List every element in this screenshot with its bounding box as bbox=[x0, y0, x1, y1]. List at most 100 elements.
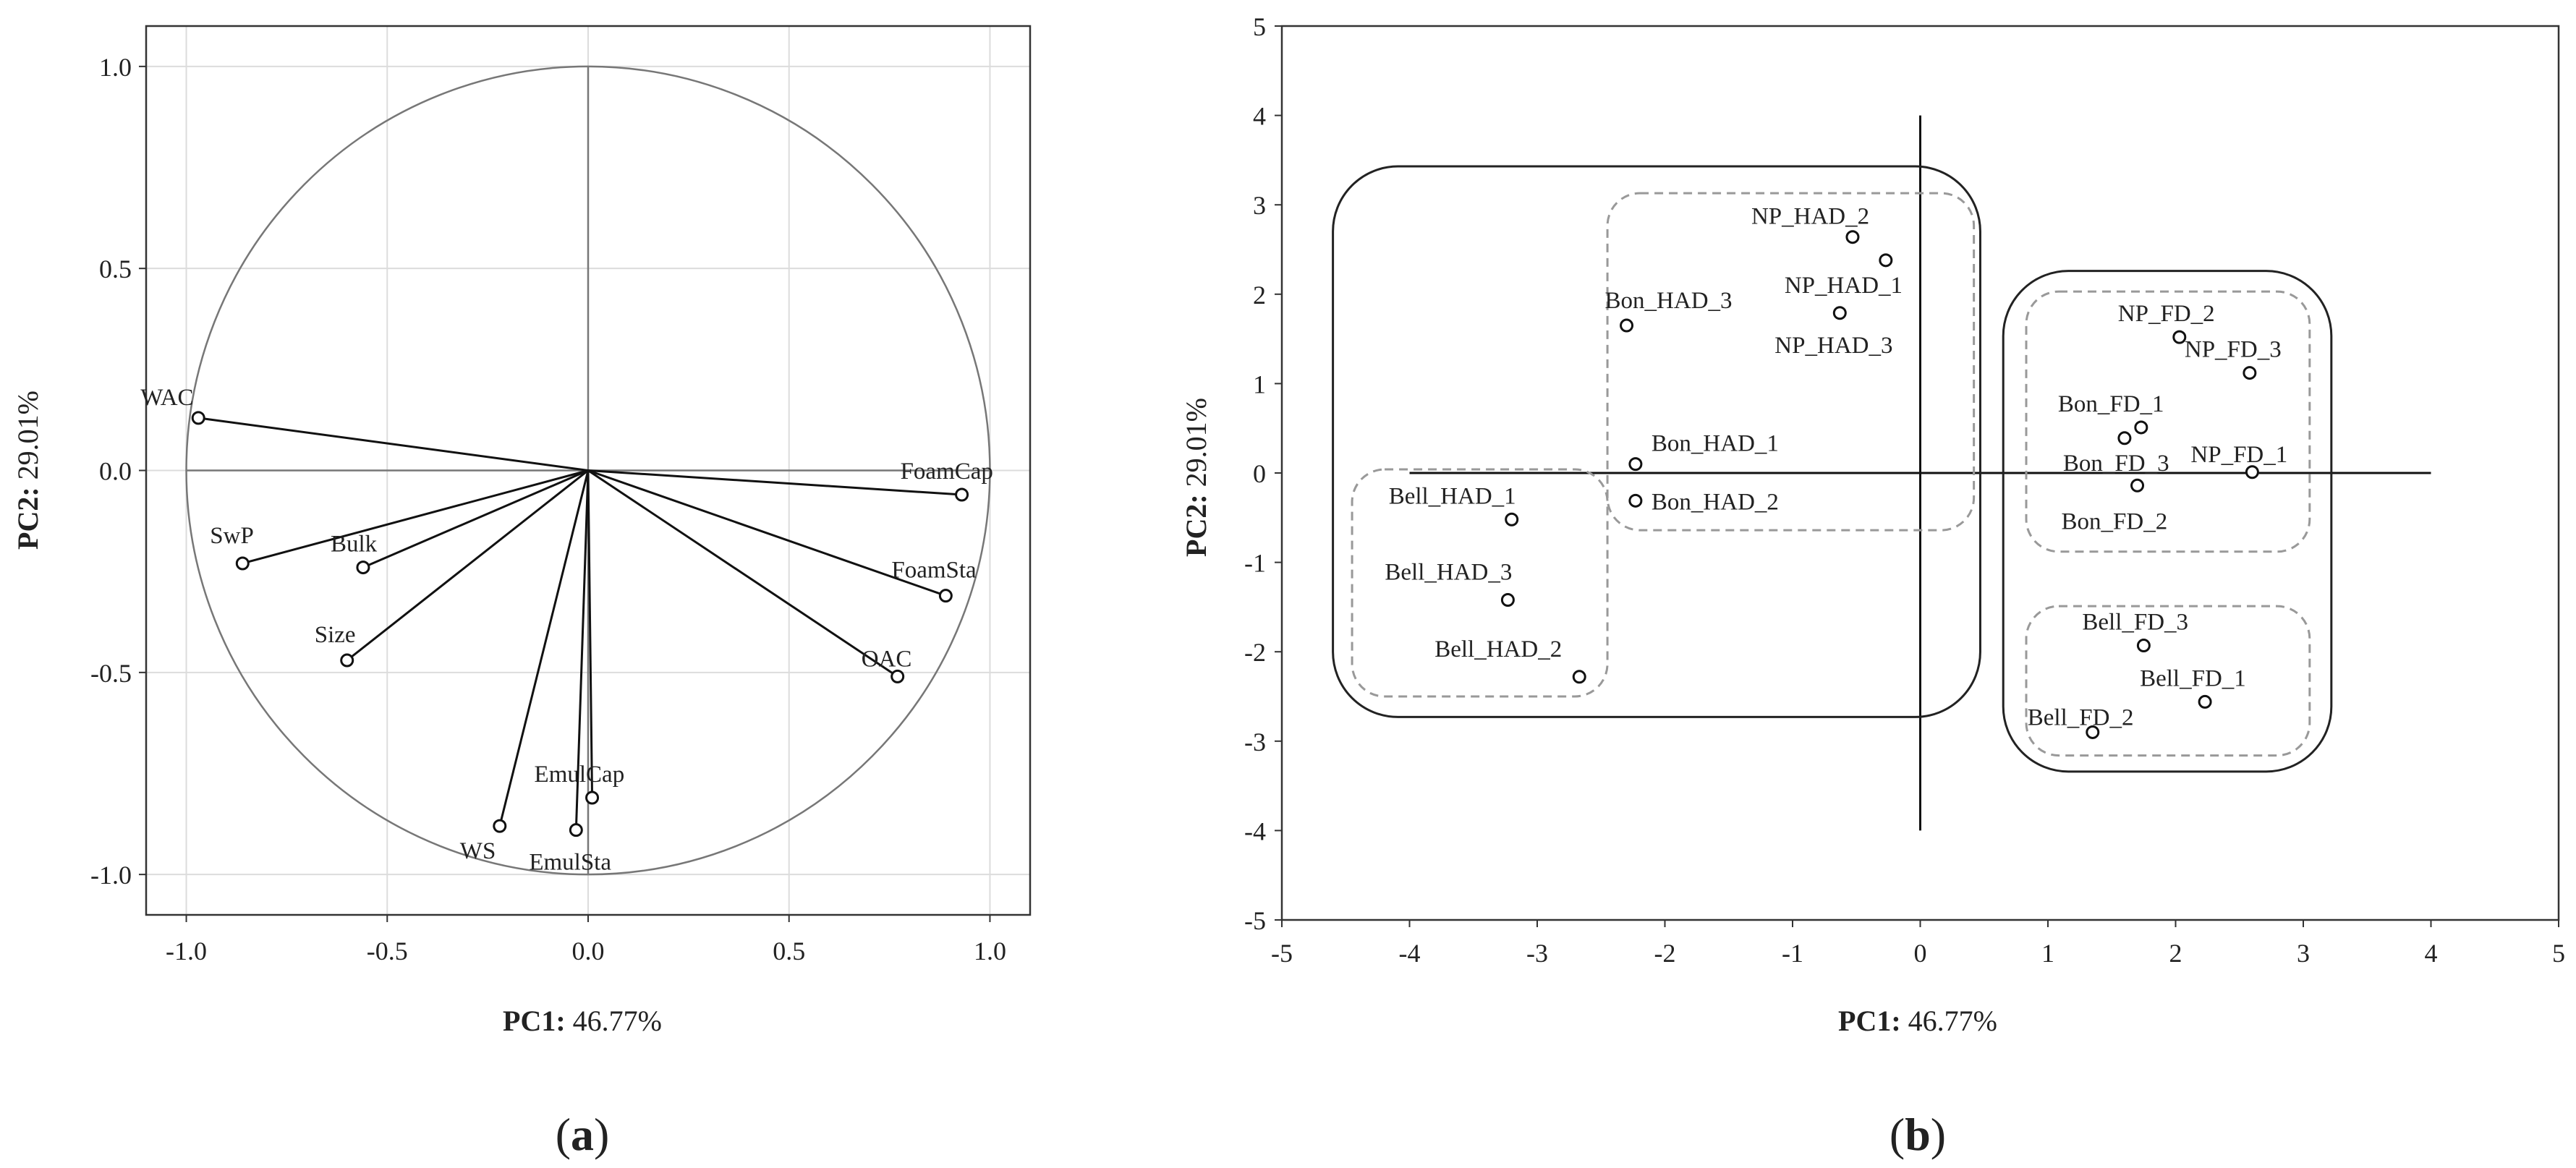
a-x-tick-label: 1.0 bbox=[974, 937, 1006, 965]
a-vector-line bbox=[346, 469, 589, 662]
a-vector-label: Size bbox=[315, 622, 356, 648]
b-point bbox=[2245, 465, 2259, 479]
b-point bbox=[1628, 493, 1643, 508]
b-x-tick-label: -4 bbox=[1399, 939, 1421, 968]
b-y-tick-label: 2 bbox=[1253, 281, 1266, 310]
b-point-label: Bell_HAD_2 bbox=[1434, 636, 1562, 662]
b-point-label: Bon_FD_1 bbox=[2058, 391, 2164, 417]
a-vector-point bbox=[493, 819, 507, 833]
panel-b-ticks: -5 -4 -3 -2 -1 0 1 2 3 4 5 5 4 3 2 1 0 -1 -2 -3 -4 -5 bbox=[1244, 12, 2565, 968]
a-vector-point bbox=[235, 556, 250, 571]
b-point-label: NP_HAD_3 bbox=[1774, 333, 1892, 359]
panel-a-correlation-circle: -1.0 -0.5 0.0 0.5 1.0 1.0 0.5 0.0 -0.5 -1.0 WAC Fo… bbox=[12, 25, 1032, 1160]
a-y-tick-label: -0.5 bbox=[90, 659, 132, 688]
a-vector-point bbox=[938, 589, 953, 603]
b-y-tick-label: 5 bbox=[1253, 12, 1266, 41]
a-y-tick-label: 1.0 bbox=[99, 53, 132, 82]
b-point bbox=[2134, 420, 2148, 435]
a-y-tick-label: 0.0 bbox=[99, 457, 132, 486]
b-y-tick-label: -5 bbox=[1244, 906, 1266, 935]
b-point bbox=[2086, 725, 2100, 739]
b-point-label: NP_FD_2 bbox=[2118, 301, 2215, 327]
b-group-dashed-outline bbox=[1606, 192, 1976, 532]
panel-a-y-axis-label: PC2: 29.01% bbox=[12, 391, 44, 550]
a-vector-label: Bulk bbox=[331, 532, 378, 558]
b-x-tick-label: -5 bbox=[1271, 939, 1293, 968]
a-vector-point bbox=[585, 790, 600, 805]
a-y-tick-label: 0.5 bbox=[99, 255, 132, 284]
b-point-label: Bon_HAD_2 bbox=[1652, 489, 1779, 515]
b-point-label: NP_HAD_2 bbox=[1751, 204, 1869, 230]
b-y-tick-label: 0 bbox=[1253, 459, 1266, 488]
a-vector-line bbox=[242, 469, 589, 565]
b-x-tick-label: 5 bbox=[2552, 939, 2565, 968]
a-vector-point bbox=[340, 653, 354, 668]
b-point-label: Bell_FD_1 bbox=[2140, 665, 2246, 691]
a-x-tick-label: -0.5 bbox=[367, 937, 408, 965]
b-point bbox=[2130, 478, 2145, 493]
b-group-dashed-outline bbox=[2025, 605, 2311, 757]
panel-b-frame bbox=[1280, 25, 2560, 921]
a-vector-label: FoamCap bbox=[901, 459, 993, 485]
b-x-tick-label: 1 bbox=[2041, 939, 2054, 968]
a-vector-point bbox=[955, 487, 969, 502]
b-x-tick-label: 0 bbox=[1914, 939, 1927, 968]
a-vector-point bbox=[569, 823, 583, 837]
b-point-label: Bell_HAD_1 bbox=[1389, 483, 1516, 509]
a-vector-label: SwP bbox=[210, 523, 254, 549]
a-x-tick-label: -1.0 bbox=[166, 937, 207, 965]
a-vector-point bbox=[356, 560, 370, 575]
b-y-tick-label: -2 bbox=[1244, 638, 1266, 667]
b-point-label: Bon_FD_2 bbox=[2062, 508, 2168, 534]
b-point bbox=[2117, 431, 2132, 446]
a-vector-label: WAC bbox=[140, 385, 193, 411]
b-x-tick-label: 4 bbox=[2425, 939, 2438, 968]
a-vector-label: EmulCap bbox=[535, 762, 625, 788]
b-point-label: Bon_FD_3 bbox=[2063, 451, 2169, 477]
b-point bbox=[1505, 512, 1519, 527]
b-y-tick-label: 3 bbox=[1253, 191, 1266, 220]
b-y-tick-label: -4 bbox=[1244, 817, 1266, 845]
a-vector-label: WS bbox=[460, 838, 496, 864]
b-point bbox=[1879, 253, 1893, 268]
b-y-tick-label: -3 bbox=[1244, 728, 1266, 756]
panel-a-x-axis-label: PC1: 46.77% bbox=[503, 1005, 662, 1037]
a-x-tick-label: 0.5 bbox=[773, 937, 805, 965]
b-point bbox=[1620, 318, 1634, 333]
b-group-dashed-outline bbox=[1351, 468, 1609, 698]
a-vector-line bbox=[198, 417, 589, 472]
a-vector-line bbox=[362, 469, 589, 568]
b-point bbox=[2243, 366, 2257, 380]
b-y-tick-label: 4 bbox=[1253, 102, 1266, 131]
a-x-tick-label: 0.0 bbox=[572, 937, 605, 965]
a-vector-line bbox=[587, 469, 898, 678]
panel-a-ticks: -1.0 -0.5 0.0 0.5 1.0 1.0 0.5 0.0 -0.5 -1.0 bbox=[90, 53, 1006, 965]
a-y-tick-label: -1.0 bbox=[90, 861, 132, 890]
b-point-label: NP_FD_3 bbox=[2185, 337, 2282, 363]
a-vector-label: EmulSta bbox=[529, 850, 611, 876]
b-point bbox=[2136, 639, 2151, 653]
panel-b-points: NP_HAD_2 NP_HAD_1 NP_HAD_3 Bon_HAD_3 Bon_HAD… bbox=[1385, 204, 2287, 739]
b-y-tick-label: 1 bbox=[1253, 370, 1266, 398]
a-vector-line bbox=[574, 470, 590, 830]
panel-b-group-outlines bbox=[1332, 165, 2333, 773]
b-point-label: Bon_HAD_1 bbox=[1652, 431, 1779, 457]
b-group-dashed-outline bbox=[2025, 290, 2311, 553]
b-point-label: Bell_FD_3 bbox=[2082, 610, 2188, 636]
a-vector-point bbox=[890, 669, 905, 683]
b-x-tick-label: -1 bbox=[1782, 939, 1803, 968]
b-x-tick-label: 3 bbox=[2297, 939, 2310, 968]
a-vector-line bbox=[587, 469, 962, 496]
a-vector-label: FoamSta bbox=[891, 558, 977, 584]
b-y-tick-label: -1 bbox=[1244, 549, 1266, 578]
b-point-label: Bon_HAD_3 bbox=[1605, 288, 1733, 314]
a-vector-line bbox=[587, 469, 946, 597]
panel-b-y-axis-label: PC2: 29.01% bbox=[1180, 398, 1212, 557]
b-x-tick-label: -3 bbox=[1526, 939, 1548, 968]
b-point bbox=[1845, 230, 1860, 244]
b-x-tick-label: -2 bbox=[1654, 939, 1676, 968]
b-point bbox=[1572, 670, 1586, 684]
b-group-solid-outline bbox=[2002, 270, 2333, 773]
panel-b-x-axis-label: PC1: 46.77% bbox=[1838, 1005, 1997, 1037]
